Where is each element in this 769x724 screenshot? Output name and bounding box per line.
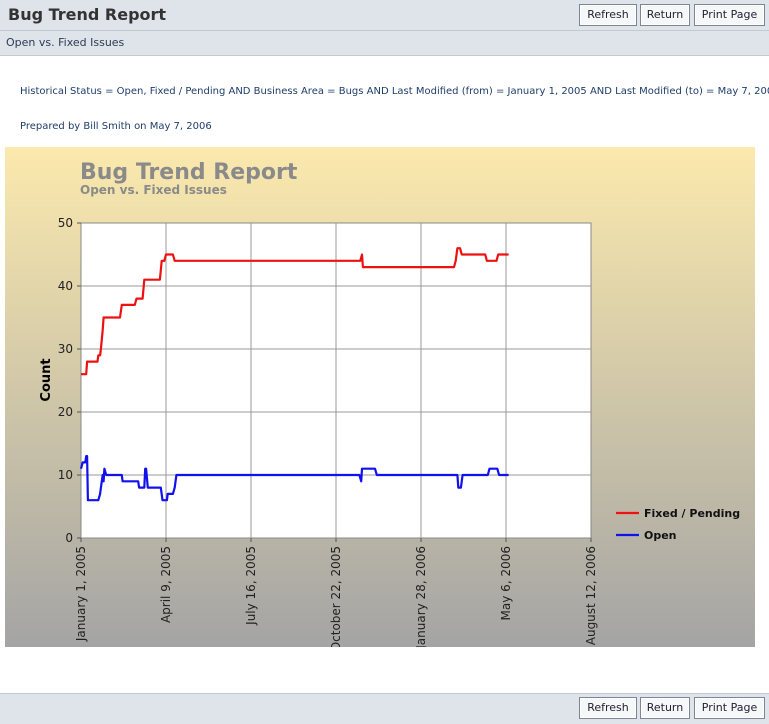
return-button-bottom[interactable]: Return <box>640 697 690 719</box>
x-tick-label: July 16, 2005 <box>244 546 258 626</box>
header-bar: Bug Trend Report Refresh Return Print Pa… <box>0 0 769 31</box>
page-title: Bug Trend Report <box>8 5 167 24</box>
x-tick-label: January 1, 2005 <box>74 546 88 642</box>
prepared-by: Prepared by Bill Smith on May 7, 2006 <box>20 121 212 132</box>
chart-title: Bug Trend Report <box>80 160 298 185</box>
x-tick-label: January 28, 2006 <box>414 546 428 647</box>
print-page-button[interactable]: Print Page <box>694 4 765 26</box>
x-tick-label: May 6, 2006 <box>499 546 513 620</box>
y-tick-label: 0 <box>65 531 73 545</box>
refresh-button[interactable]: Refresh <box>579 4 637 26</box>
x-tick-label: April 9, 2005 <box>159 546 173 623</box>
grid-lines <box>81 223 591 538</box>
series-line-open <box>79 455 509 502</box>
print-page-button-bottom[interactable]: Print Page <box>694 697 765 719</box>
footer-bar: Refresh Return Print Page <box>0 693 769 724</box>
return-button[interactable]: Return <box>640 4 690 26</box>
x-tick-label: August 12, 2006 <box>584 546 598 645</box>
report-criteria: Historical Status = Open, Fixed / Pendin… <box>20 86 769 97</box>
trend-chart: Bug Trend Report Open vs. Fixed Issues 0… <box>5 147 755 651</box>
y-tick-label: 50 <box>58 216 73 230</box>
y-axis-ticks: 0 10 20 30 40 50 <box>58 216 81 545</box>
subtitle-bar: Open vs. Fixed Issues <box>0 31 769 56</box>
legend-label: Open <box>644 529 677 542</box>
y-tick-label: 20 <box>58 405 73 419</box>
legend: Fixed / Pending Open <box>616 507 740 542</box>
y-tick-label: 10 <box>58 468 73 482</box>
x-tick-label: October 22, 2005 <box>329 546 343 647</box>
y-axis-label: Count <box>39 358 54 401</box>
y-tick-label: 40 <box>58 279 73 293</box>
chart-subtitle: Open vs. Fixed Issues <box>80 183 227 197</box>
refresh-button-bottom[interactable]: Refresh <box>579 697 637 719</box>
y-tick-label: 30 <box>58 342 73 356</box>
legend-label: Fixed / Pending <box>644 507 740 520</box>
page-subtitle: Open vs. Fixed Issues <box>6 36 125 49</box>
series-line-fixed-pending <box>81 247 509 376</box>
x-axis-ticks: January 1, 2005 April 9, 2005 July 16, 200… <box>74 538 598 651</box>
chart-panel: Bug Trend Report Open vs. Fixed Issues 0… <box>5 147 755 651</box>
series-lines <box>79 247 509 502</box>
